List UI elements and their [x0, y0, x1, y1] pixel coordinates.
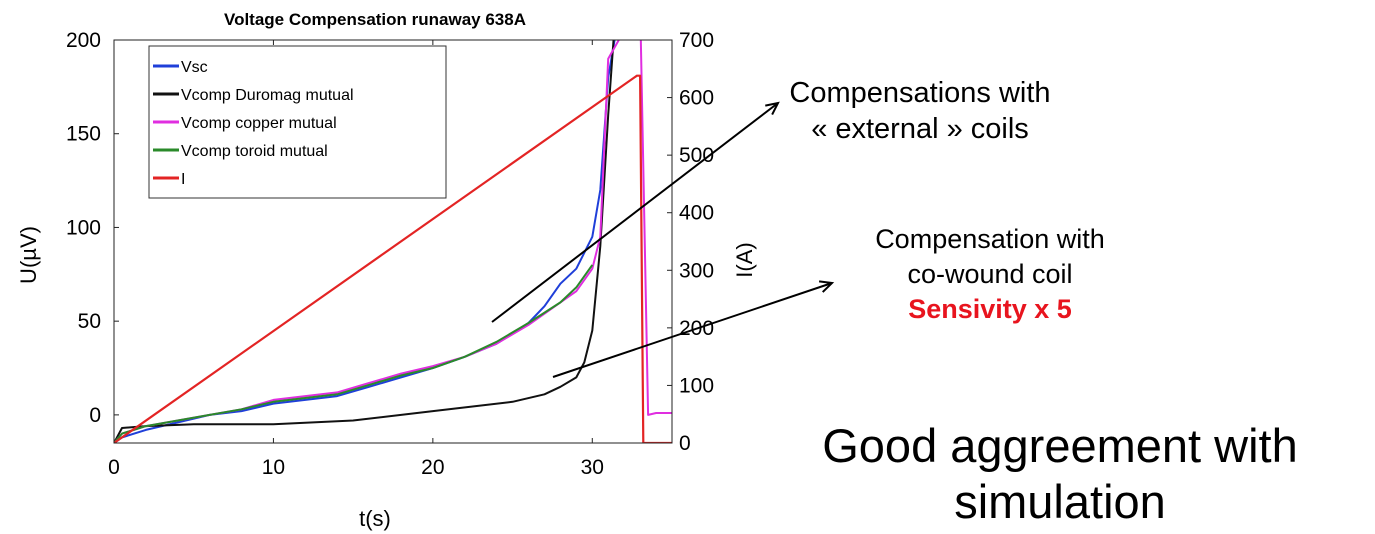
series-line-3: [114, 264, 594, 443]
annotation-arrows: [491, 101, 835, 378]
y-right-tick-label: 700: [679, 29, 714, 52]
y-left-tick-label: 200: [66, 29, 101, 52]
series-layer: [114, 40, 672, 443]
axes-frame: [113, 39, 673, 444]
x-tick-label: 30: [581, 456, 604, 479]
y-left-tick-label: 100: [66, 216, 101, 239]
x-tick-label: 20: [421, 456, 444, 479]
y-right-tick-label: 600: [679, 87, 714, 110]
sensitivity-label: Sensivity x 5: [908, 294, 1072, 324]
y-right-tick-label: 400: [679, 202, 714, 225]
cowound-coil-annotation: Compensation with co-wound coil Sensivit…: [800, 222, 1180, 327]
y-axis-left-label: U(µV): [16, 226, 41, 284]
legend: Vsc Vcomp Duromag mutual Vcomp copper mutu…: [148, 45, 447, 199]
arrow-external-coils-head: [765, 101, 780, 116]
arrow-cowound-coil: [552, 282, 833, 378]
x-tick-label: 0: [108, 456, 120, 479]
chart-title: Voltage Compensation runaway 638A: [224, 10, 526, 29]
y-right-tick-label: 500: [679, 144, 714, 167]
legend-label-1: Vcomp Duromag mutual: [181, 87, 354, 104]
cowound-line-2: co-wound coil: [907, 259, 1073, 289]
conclusion-text: Good aggreement with simulation: [740, 418, 1375, 530]
conclusion-line-2: simulation: [954, 475, 1166, 528]
y-right-tick-label: 0: [679, 432, 691, 455]
legend-label-3: Vcomp toroid mutual: [181, 143, 328, 160]
y-left-tick-label: 0: [89, 404, 101, 427]
legend-label-2: Vcomp copper mutual: [181, 115, 337, 132]
y-right-tick-label: 300: [679, 259, 714, 282]
tick-labels: 0102030050100150200010020030040050060070…: [66, 29, 714, 479]
legend-label-4: I: [181, 171, 185, 188]
legend-box: [148, 45, 447, 199]
cowound-line-1: Compensation with: [875, 224, 1105, 254]
arrow-external-coils: [491, 102, 779, 323]
axes-layer: [113, 39, 673, 444]
legend-label-0: Vsc: [181, 59, 208, 76]
conclusion-line-1: Good aggreement with: [822, 419, 1298, 472]
y-right-tick-label: 100: [679, 374, 714, 397]
y-left-tick-label: 50: [78, 310, 101, 333]
x-axis-label: t(s): [359, 506, 391, 531]
series-line-1: [114, 40, 615, 443]
series-line-4: [114, 74, 672, 443]
y-left-tick-label: 150: [66, 123, 101, 146]
external-coils-annotation: Compensations with « external » coils: [770, 75, 1070, 147]
external-line-1: Compensations with: [789, 77, 1051, 109]
arrow-cowound-coil-head: [818, 280, 835, 293]
x-tick-label: 10: [262, 456, 285, 479]
y-axis-right-label: I(A): [732, 242, 757, 277]
external-line-2: « external » coils: [811, 113, 1029, 145]
